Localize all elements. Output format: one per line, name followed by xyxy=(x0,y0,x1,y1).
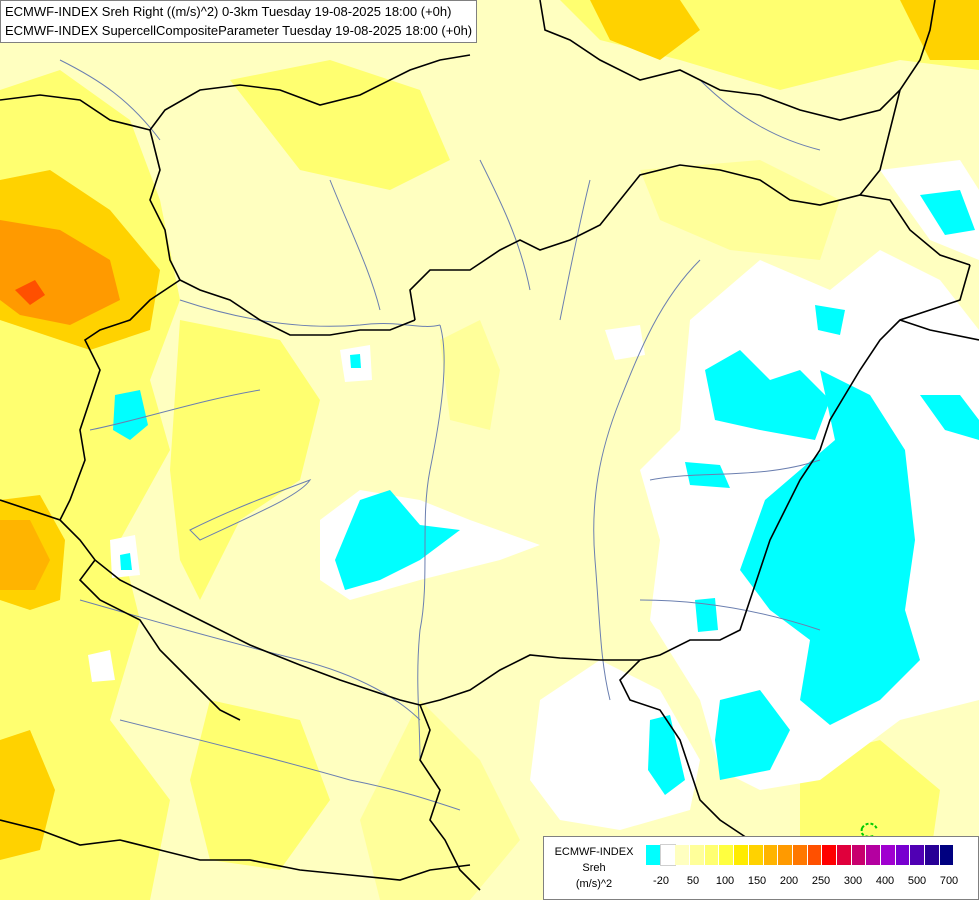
legend-tick-label: 500 xyxy=(907,875,927,887)
border-czech-south xyxy=(149,129,416,336)
legend-swatch-20 xyxy=(939,845,955,865)
legend-swatch-10 xyxy=(792,845,808,865)
border-slovenia xyxy=(78,559,241,721)
river-east-2 xyxy=(639,599,821,631)
river-west-1 xyxy=(89,389,261,431)
zone-west-core xyxy=(15,280,45,305)
zone-small-cyan-2 xyxy=(695,598,718,632)
zone-north-band-yellow xyxy=(640,160,840,260)
border-serbia-croatia xyxy=(419,704,481,891)
zone-center-cyan xyxy=(335,490,460,590)
zone-south-white xyxy=(530,660,700,830)
map-title-box: ECMWF-INDEX Sreh Right ((m/s)^2) 0-3km T… xyxy=(0,0,478,43)
zone-north-gold xyxy=(590,0,700,60)
border-croatia-hungary xyxy=(0,499,421,706)
legend-tick-label: 200 xyxy=(779,875,799,887)
zone-southwest-orange xyxy=(0,520,50,590)
legend-swatch-2 xyxy=(675,845,691,865)
legend-tick-label: 400 xyxy=(875,875,895,887)
legend-swatch-16 xyxy=(881,845,896,865)
legend-swatch-11 xyxy=(807,845,823,865)
legend-swatch-8 xyxy=(763,845,779,865)
sreh-cyan-zones xyxy=(113,190,979,795)
zone-northeast-cyan xyxy=(705,350,830,440)
zone-south-cyan xyxy=(648,715,685,795)
zone-northeast-gold xyxy=(900,0,979,60)
map-title-line-1: ECMWF-INDEX Sreh Right ((m/s)^2) 0-3km T… xyxy=(5,4,452,19)
border-north-poland xyxy=(539,0,936,121)
sreh-orange-zones xyxy=(0,0,979,860)
border-bosnia xyxy=(0,819,471,881)
zone-west-center-yellow xyxy=(170,320,320,600)
legend-title-unit: (m/s)^2 xyxy=(575,878,613,890)
zone-corner-gold xyxy=(0,730,55,860)
legend-swatch-0 xyxy=(646,845,661,865)
border-serbia-hungary xyxy=(419,654,640,706)
legend-swatches xyxy=(646,844,955,866)
zone-center-yellow xyxy=(440,320,500,430)
map-title-line-2: ECMWF-INDEX SupercellCompositeParameter … xyxy=(5,23,473,38)
legend-swatch-12 xyxy=(822,845,837,865)
river-sava xyxy=(119,719,461,811)
legend-swatch-17 xyxy=(895,845,911,865)
river-northeast xyxy=(699,79,821,151)
legend-tick-label: 50 xyxy=(686,875,700,887)
legend-tick-label: 300 xyxy=(843,875,863,887)
zone-small-cyan-3 xyxy=(920,395,979,440)
legend-title-model: ECMWF-INDEX xyxy=(554,846,634,858)
border-ukraine-east xyxy=(859,89,901,196)
river-tisza xyxy=(593,259,701,701)
zone-southeast-cyan xyxy=(715,690,790,780)
legend-title-variable: Sreh xyxy=(582,862,606,874)
legend-tick-label: 250 xyxy=(811,875,831,887)
river-east-1 xyxy=(649,459,821,481)
border-romania-serbia xyxy=(619,659,781,861)
river-danube-south xyxy=(417,324,445,761)
legend-swatch-6 xyxy=(734,845,749,865)
legend-swatch-15 xyxy=(866,845,881,865)
legend-swatch-9 xyxy=(778,845,793,865)
zone-small-cyan-6 xyxy=(350,354,361,368)
border-austria-west xyxy=(59,279,181,521)
river-balaton xyxy=(189,478,312,541)
legend-tick-label: 150 xyxy=(747,875,767,887)
color-legend: ECMWF-INDEX Sreh (m/s)^2 -20 50 100 150 200 2… xyxy=(543,836,979,900)
river-north-3 xyxy=(329,179,381,311)
border-slovakia-hungary xyxy=(409,164,971,321)
legend-tick-label: 700 xyxy=(939,875,959,887)
zone-small-white-2 xyxy=(88,650,115,682)
river-north-1 xyxy=(479,159,531,291)
zone-small-cyan-5 xyxy=(120,553,132,570)
zone-east-cyan xyxy=(740,370,920,725)
legend-swatch-3 xyxy=(690,845,705,865)
river-north-2 xyxy=(559,179,591,321)
zone-small-cyan-1 xyxy=(815,305,845,335)
legend-tick-label: 100 xyxy=(715,875,735,887)
zone-far-northeast-cyan xyxy=(920,190,975,235)
legend-swatch-13 xyxy=(836,845,852,865)
legend-swatch-4 xyxy=(704,845,720,865)
river-danube-north xyxy=(179,299,441,327)
legend-swatch-14 xyxy=(851,845,867,865)
zone-southwest-yellow xyxy=(190,700,330,870)
river-west-2 xyxy=(59,59,161,141)
legend-swatch-19 xyxy=(925,845,940,865)
legend-swatch-5 xyxy=(719,845,735,865)
legend-swatch-1 xyxy=(659,844,677,866)
rivers xyxy=(59,59,821,811)
border-north-czech xyxy=(0,54,471,131)
legend-swatch-7 xyxy=(748,845,764,865)
legend-swatch-18 xyxy=(910,845,926,865)
zone-west-cyan xyxy=(113,390,148,440)
border-romania-ukraine xyxy=(899,319,979,341)
zone-south-yellow xyxy=(360,700,520,900)
zone-small-white-1 xyxy=(605,325,645,360)
legend-tick-label: -20 xyxy=(653,875,669,887)
